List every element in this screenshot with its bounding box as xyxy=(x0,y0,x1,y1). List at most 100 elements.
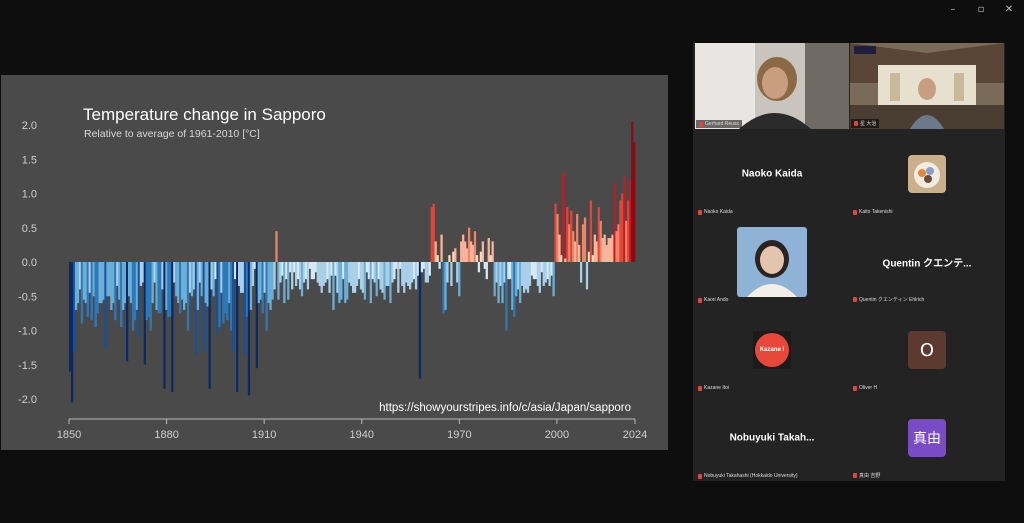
bar xyxy=(196,262,200,310)
bar xyxy=(122,262,125,310)
bar xyxy=(135,262,139,310)
bar xyxy=(198,262,201,283)
bar xyxy=(595,241,598,262)
bar xyxy=(108,262,111,297)
participant-gallery: Gerhard Reuss 星 大治 Naoko Kaida Naoko Kaid… xyxy=(693,43,1005,481)
participant-tile[interactable]: 星 大治 xyxy=(850,43,1004,129)
participant-tile[interactable]: O Oliver H xyxy=(850,307,1004,393)
bar xyxy=(434,241,437,262)
bar xyxy=(550,262,553,276)
bar xyxy=(522,262,526,293)
bar xyxy=(369,262,372,304)
bar xyxy=(200,262,203,297)
bar xyxy=(426,262,429,283)
bar xyxy=(373,262,376,283)
x-tick-label: 1940 xyxy=(350,429,374,441)
bar xyxy=(383,262,386,300)
bar xyxy=(460,241,463,262)
bar xyxy=(133,262,137,321)
bar xyxy=(511,262,514,310)
participant-label: 星 大治 xyxy=(851,119,880,128)
bar xyxy=(367,262,370,280)
bar xyxy=(497,262,500,304)
bar xyxy=(542,262,545,286)
bar xyxy=(277,262,280,300)
source-url: https://showyourstripes.info/c/asia/Japa… xyxy=(379,402,631,414)
bar xyxy=(216,262,219,334)
bar xyxy=(436,255,439,262)
participant-tile[interactable]: Nobuyuki Takah... Nobuyuki Takahashi (Ho… xyxy=(695,395,849,481)
bar xyxy=(259,262,262,300)
bar xyxy=(330,262,333,276)
mic-muted-icon xyxy=(698,473,702,479)
y-axis: 2.0 1.5 1.0 0.5 0.0 -0.5 -1.0 -1.5 -2.0 xyxy=(18,120,37,406)
bar xyxy=(143,262,146,365)
bar xyxy=(232,262,235,352)
bar xyxy=(501,262,504,304)
bar xyxy=(247,262,251,396)
y-tick-label: 1.0 xyxy=(22,189,37,201)
bar xyxy=(467,227,471,262)
bar xyxy=(530,262,534,276)
chart-subtitle: Relative to average of 1961-2010 [°C] xyxy=(84,128,260,140)
participant-tile[interactable]: Quentin クエンテ... Quentin クエンティン Ehlrich xyxy=(850,219,1004,305)
bar xyxy=(202,262,205,352)
bar xyxy=(84,262,87,304)
close-button[interactable]: ✕ xyxy=(1004,4,1014,15)
participant-label: Naoko Kaida xyxy=(698,209,733,215)
participant-tile[interactable]: 真由 真由 吉野 xyxy=(850,395,1004,481)
window-controls: – ▫ ✕ xyxy=(946,4,1016,15)
bar xyxy=(281,262,284,276)
bar xyxy=(509,262,512,280)
participant-name: Quentin クエンテ... xyxy=(882,258,972,270)
bar xyxy=(145,262,148,321)
bar xyxy=(454,248,457,262)
bar xyxy=(76,262,80,304)
y-tick-label: 0.0 xyxy=(22,257,37,269)
bar xyxy=(564,258,567,262)
bar xyxy=(181,262,184,300)
bar xyxy=(263,262,266,293)
bar xyxy=(226,262,229,321)
bar xyxy=(570,210,573,263)
bar xyxy=(359,262,363,290)
bar xyxy=(357,262,361,280)
participant-display-name: Quentin クエンティン Ehlrich xyxy=(859,297,925,303)
bar xyxy=(173,262,176,283)
bar xyxy=(90,262,93,321)
bar xyxy=(397,262,400,293)
bar xyxy=(452,251,455,262)
participant-tile[interactable]: Kazane I Kazane Itoi xyxy=(695,307,849,393)
y-tick-label: -2.0 xyxy=(18,394,37,406)
bar xyxy=(296,262,300,280)
bar xyxy=(381,262,384,293)
participant-tile[interactable]: Naoko Kaida Naoko Kaida xyxy=(695,131,849,217)
participant-name: Nobuyuki Takah... xyxy=(729,432,815,444)
mic-muted-icon xyxy=(853,209,857,215)
minimize-button[interactable]: – xyxy=(950,4,956,15)
bar xyxy=(220,262,223,293)
bar xyxy=(279,262,282,283)
maximize-button[interactable]: ▫ xyxy=(977,4,985,15)
participant-display-name: Kazane Itoi xyxy=(704,385,730,391)
bar xyxy=(556,214,559,262)
bar xyxy=(165,262,168,310)
bar xyxy=(483,262,486,269)
bar xyxy=(322,262,325,286)
bar xyxy=(387,262,390,286)
bar xyxy=(627,200,630,262)
bar xyxy=(458,262,461,297)
bar xyxy=(465,248,469,262)
mic-muted-icon xyxy=(698,297,702,303)
bar xyxy=(408,262,412,290)
participant-tile[interactable]: Gerhard Reuss xyxy=(695,43,849,129)
bar xyxy=(300,262,304,297)
bar xyxy=(104,262,107,348)
bar xyxy=(607,238,610,262)
participant-display-name: Nobuyuki Takahashi (Hokkaido University) xyxy=(704,473,798,479)
participant-tile[interactable]: Kaori Ando xyxy=(695,219,849,305)
bar xyxy=(485,262,488,280)
participant-tile[interactable]: Kaito Takenishi xyxy=(850,131,1004,217)
bar xyxy=(414,262,418,290)
bar xyxy=(599,220,602,262)
